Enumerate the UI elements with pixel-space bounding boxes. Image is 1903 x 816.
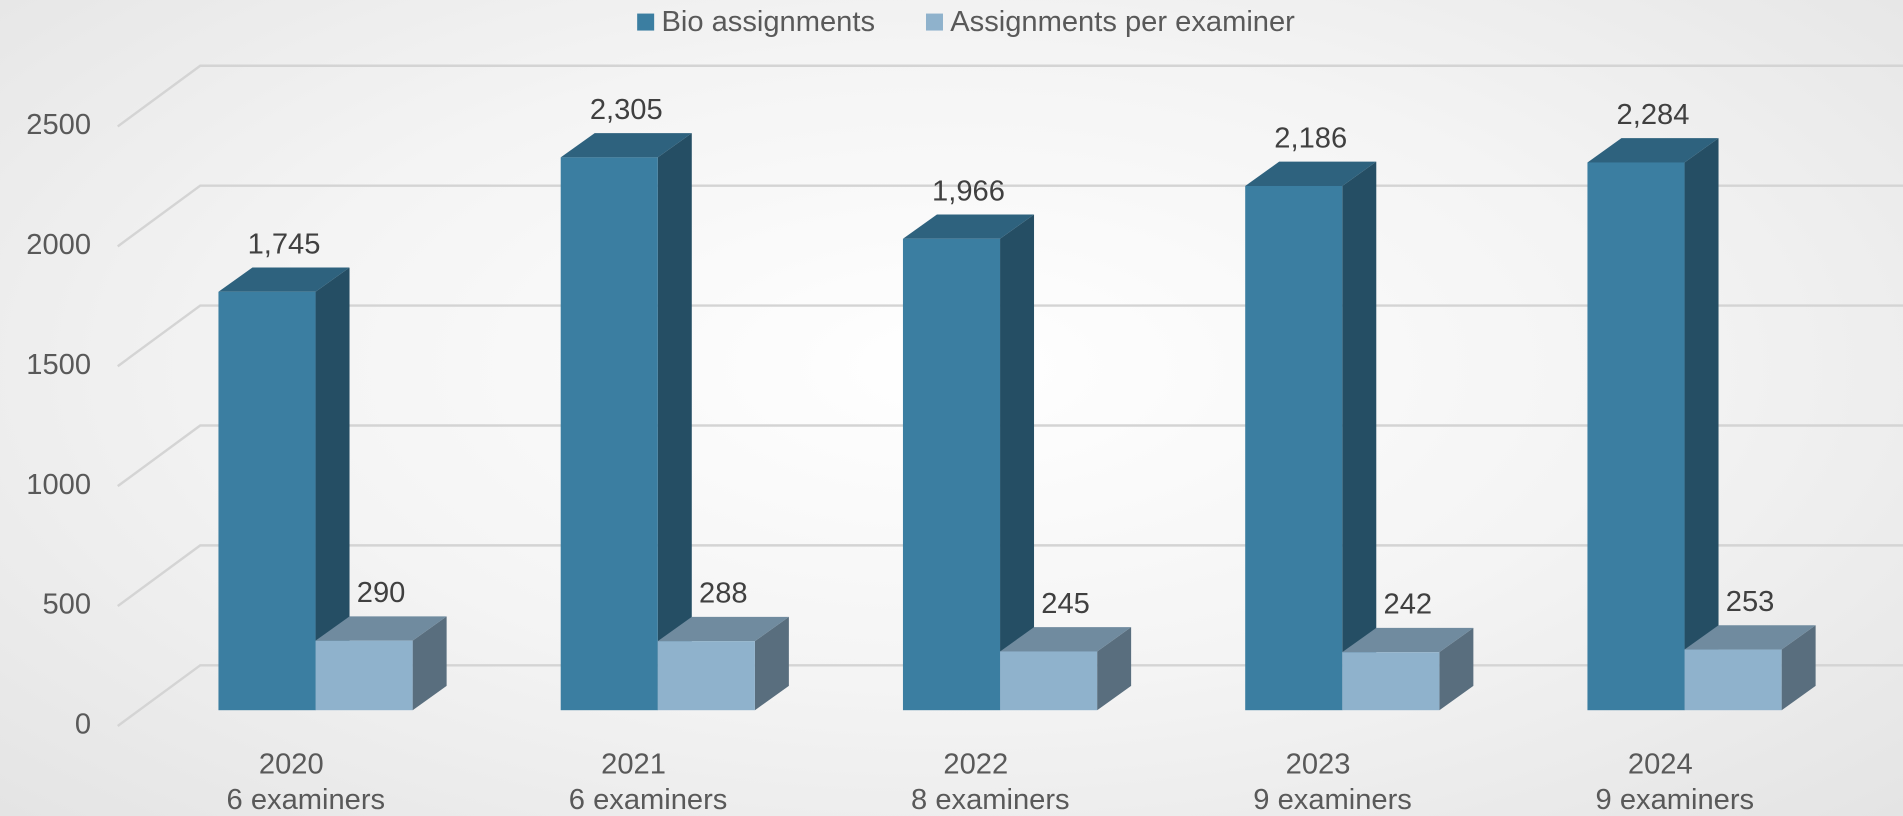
bar-top: [560, 133, 692, 158]
bar: [1245, 185, 1343, 711]
bar-side: [412, 616, 447, 711]
data-label: 1,745: [248, 228, 321, 260]
y-tick-label: 2000: [26, 229, 91, 261]
x-tick-sublabel: 6 examiners: [227, 784, 386, 816]
bar-top: [315, 616, 447, 641]
data-label: 1,966: [932, 175, 1005, 207]
bar: [315, 640, 413, 711]
x-tick-sublabel: 8 examiners: [911, 784, 1070, 816]
legend-label: Assignments per examiner: [950, 6, 1295, 38]
bar-side: [657, 133, 692, 711]
bar-side: [1439, 627, 1474, 711]
legend-swatch: [637, 13, 655, 31]
bar-side: [1000, 214, 1035, 711]
bar: [1342, 652, 1440, 711]
bar: [1684, 649, 1782, 711]
bar: [1587, 162, 1685, 711]
x-tick-label: 2021: [601, 749, 666, 781]
bar-top: [1684, 625, 1816, 650]
grid-line: [117, 64, 1903, 128]
bar-side: [1342, 161, 1377, 711]
bar-top: [1000, 627, 1132, 652]
x-tick-label: 2022: [943, 749, 1008, 781]
legend-swatch: [925, 13, 943, 31]
bar-top: [902, 214, 1035, 239]
y-tick-label: 2500: [26, 109, 91, 141]
bar-top: [1342, 627, 1474, 653]
bar: [902, 238, 1001, 711]
bar: [1000, 651, 1098, 711]
data-label: 2,186: [1274, 123, 1347, 155]
x-tick-sublabel: 6 examiners: [569, 784, 728, 816]
x-tick-label: 2024: [1628, 749, 1693, 781]
bar-top: [1587, 138, 1719, 163]
y-tick-label: 1500: [26, 349, 91, 381]
bar-top: [657, 616, 789, 642]
data-label: 245: [1041, 588, 1090, 620]
y-tick-label: 1000: [26, 469, 91, 501]
legend-label: Bio assignments: [661, 6, 875, 38]
bar-side: [754, 616, 789, 711]
x-tick-sublabel: 9 examiners: [1596, 784, 1755, 816]
data-label: 290: [357, 577, 406, 609]
bar-side: [315, 267, 350, 711]
y-tick-label: 500: [42, 589, 91, 621]
x-tick-label: 2020: [259, 749, 324, 781]
data-label: 253: [1726, 586, 1775, 618]
y-tick-label: 0: [75, 709, 91, 741]
x-tick-sublabel: 9 examiners: [1253, 784, 1412, 816]
data-label: 2,284: [1617, 99, 1690, 131]
bar-side: [1781, 625, 1816, 711]
bar-side: [1097, 627, 1132, 711]
bar-side: [1684, 138, 1719, 711]
bar-top: [218, 267, 350, 292]
bar: [560, 157, 658, 711]
bar: [218, 291, 316, 711]
x-tick-label: 2023: [1286, 749, 1351, 781]
data-label: 288: [699, 578, 748, 610]
data-label: 242: [1384, 589, 1433, 621]
bar: [657, 641, 755, 711]
data-label: 2,305: [590, 94, 663, 126]
bar-top: [1245, 161, 1377, 186]
